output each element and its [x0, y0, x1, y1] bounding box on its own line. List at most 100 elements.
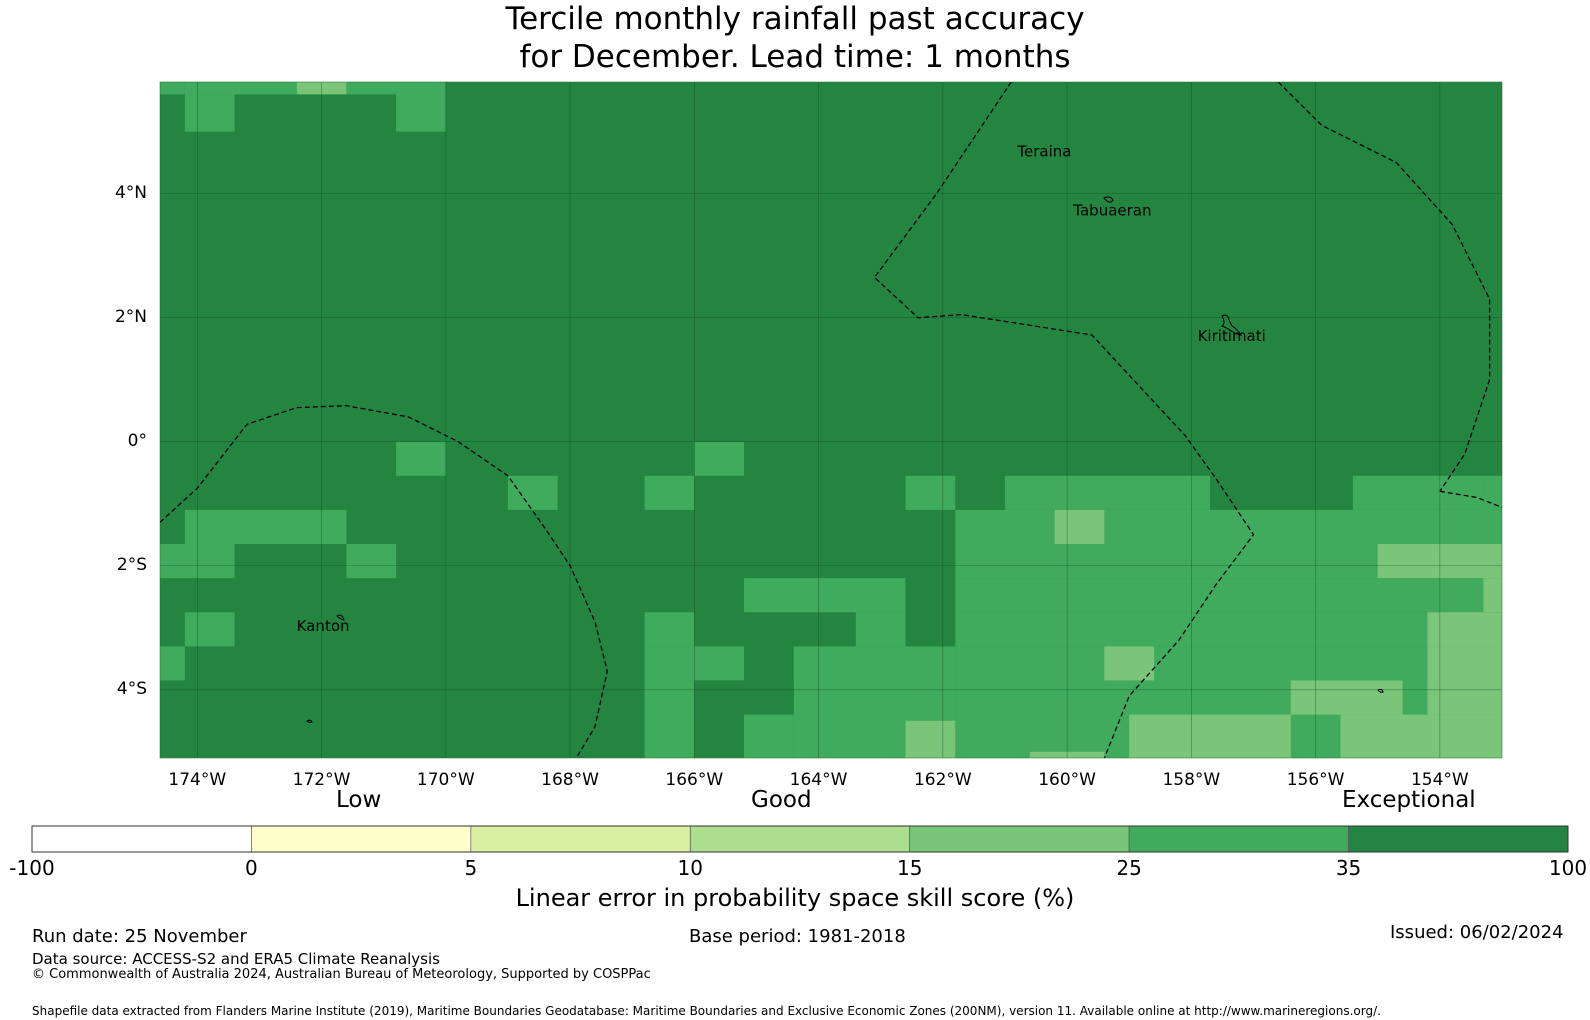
skill-patch-13 [184, 509, 347, 545]
skill-patch-1 [160, 82, 185, 95]
skill-patch-33 [1427, 646, 1502, 681]
skill-patch-29 [644, 646, 695, 681]
skill-patch-38 [744, 714, 794, 758]
skill-patch-40 [1427, 680, 1502, 715]
map-area[interactable]: Teraina Tabuaeran Kiritimati Kanton [160, 82, 1508, 758]
place-labels: Teraina Tabuaeran Kiritimati Kanton [297, 142, 1266, 634]
skill-patch-26 [955, 612, 1502, 647]
lon-label: 164°W [789, 770, 848, 790]
skill-patch-41 [1129, 714, 1291, 758]
title-line-1: Tercile monthly rainfall past accuracy [505, 1, 1085, 37]
tabuaeran-island-icon [1103, 196, 1114, 203]
colorbar-segment-6 [1348, 825, 1569, 853]
base-period: Base period: 1981-2018 [689, 926, 906, 947]
lon-label: 158°W [1162, 770, 1221, 790]
eez-boundaries [160, 82, 1502, 758]
skill-patch-21 [955, 578, 1484, 613]
map-frame [159, 81, 1503, 759]
skill-patch-18 [1054, 509, 1105, 545]
colorbar-segment-3 [689, 825, 911, 853]
skill-patch-45 [905, 544, 956, 647]
skill-patch-24 [644, 612, 695, 647]
lon-label: 168°W [541, 770, 599, 790]
skill-patch-3 [346, 82, 397, 95]
island-outlines [306, 196, 1384, 723]
category-exceptional-label: Exceptional [1342, 787, 1476, 813]
lat-label: 0° [127, 430, 147, 451]
skill-patches [160, 82, 1502, 758]
colorbar-tick-label: 35 [1335, 856, 1362, 880]
lon-label: 172°W [292, 770, 351, 790]
skill-patch-8 [507, 475, 558, 510]
skill-patch-15 [346, 544, 397, 579]
eez-boundary-line-2 [1277, 82, 1491, 492]
lon-label: 160°W [1038, 770, 1096, 790]
skill-patch-2 [184, 82, 297, 95]
small-island-icon [306, 719, 313, 723]
skill-patch-30 [694, 646, 745, 681]
place-label-kanton: Kanton [297, 617, 350, 635]
colorbar-tick-label: 100 [1548, 856, 1588, 880]
skill-patch-12 [1352, 475, 1484, 510]
lon-label: 166°W [665, 770, 724, 790]
lon-label: 170°W [416, 770, 475, 790]
skill-patch-6 [396, 441, 446, 476]
skill-patch-43 [905, 720, 956, 758]
place-label-teraina: Teraina [1016, 142, 1071, 160]
skill-patch-11 [1004, 475, 1210, 510]
skill-patch-10 [905, 475, 956, 510]
colorbar-tick-label: 0 [245, 856, 258, 880]
colorbar-tick-label: -100 [9, 856, 55, 880]
skill-patch-46 [955, 475, 1005, 510]
colorbar-segment-0 [31, 825, 252, 853]
small-island-icon [1377, 688, 1384, 693]
colorbar-segment-1 [251, 825, 472, 853]
skill-patch-44 [694, 680, 794, 715]
skill-patch-31 [793, 646, 956, 681]
issued-date: Issued: 06/02/2024 [1390, 922, 1564, 943]
skill-patch-25 [855, 612, 906, 647]
skill-patch-39 [1290, 680, 1403, 715]
place-label-tabuaeran: Tabuaeran [1072, 201, 1151, 219]
title-line-2: for December. Lead time: 1 months [519, 39, 1071, 75]
kanton-island-icon [336, 614, 345, 621]
lon-label: 156°W [1286, 770, 1345, 790]
lat-label: 4°S [116, 678, 147, 699]
shapefile-credit: Shapefile data extracted from Flanders M… [32, 1004, 1381, 1018]
colorbar-tick-label: 25 [1116, 856, 1142, 880]
lat-label: 2°N [114, 306, 147, 327]
colorbar-tick-label: 15 [896, 856, 923, 880]
copyright: © Commonwealth of Australia 2024, Austra… [32, 967, 651, 982]
skill-patch-22 [1483, 578, 1502, 613]
skill-patch-35 [644, 680, 695, 758]
skill-patch-4 [184, 94, 235, 132]
skill-patch-28 [160, 646, 185, 681]
category-good-label: Good [751, 787, 812, 813]
colorbar-title: Linear error in probability space skill … [515, 884, 1075, 912]
eez-boundary-line-3 [1439, 490, 1502, 509]
eez-boundary-line-0 [160, 405, 608, 758]
colorbar-segment-4 [909, 825, 1130, 853]
lon-label: 154°W [1410, 770, 1469, 790]
data-source: Data source: ACCESS-S2 and ERA5 Climate … [32, 950, 440, 968]
lon-label: 174°W [168, 770, 227, 790]
skill-patch-7 [694, 441, 745, 476]
kiritimati-island-icon [1220, 314, 1243, 336]
eez-boundary-line-1 [873, 82, 1255, 758]
colorbar-segment-2 [470, 825, 691, 853]
place-label-kiritimati: Kiritimati [1198, 327, 1266, 345]
skill-patch-42 [1340, 714, 1502, 758]
skill-patch-23 [184, 612, 235, 647]
colorbar-segment-5 [1128, 825, 1349, 853]
colorbar [31, 825, 1569, 853]
colorbar-frame [31, 825, 1569, 853]
colorbar-tick-label: 10 [677, 856, 703, 880]
skill-patch-27 [1427, 612, 1502, 647]
lon-label: 162°W [913, 770, 972, 790]
colorbar-tick-label: 5 [464, 856, 478, 880]
map-title: Tercile monthly rainfall past accuracy f… [0, 0, 1590, 76]
lat-label: 4°N [114, 182, 147, 203]
graticule [160, 82, 1502, 758]
skill-patch-9 [644, 475, 695, 510]
